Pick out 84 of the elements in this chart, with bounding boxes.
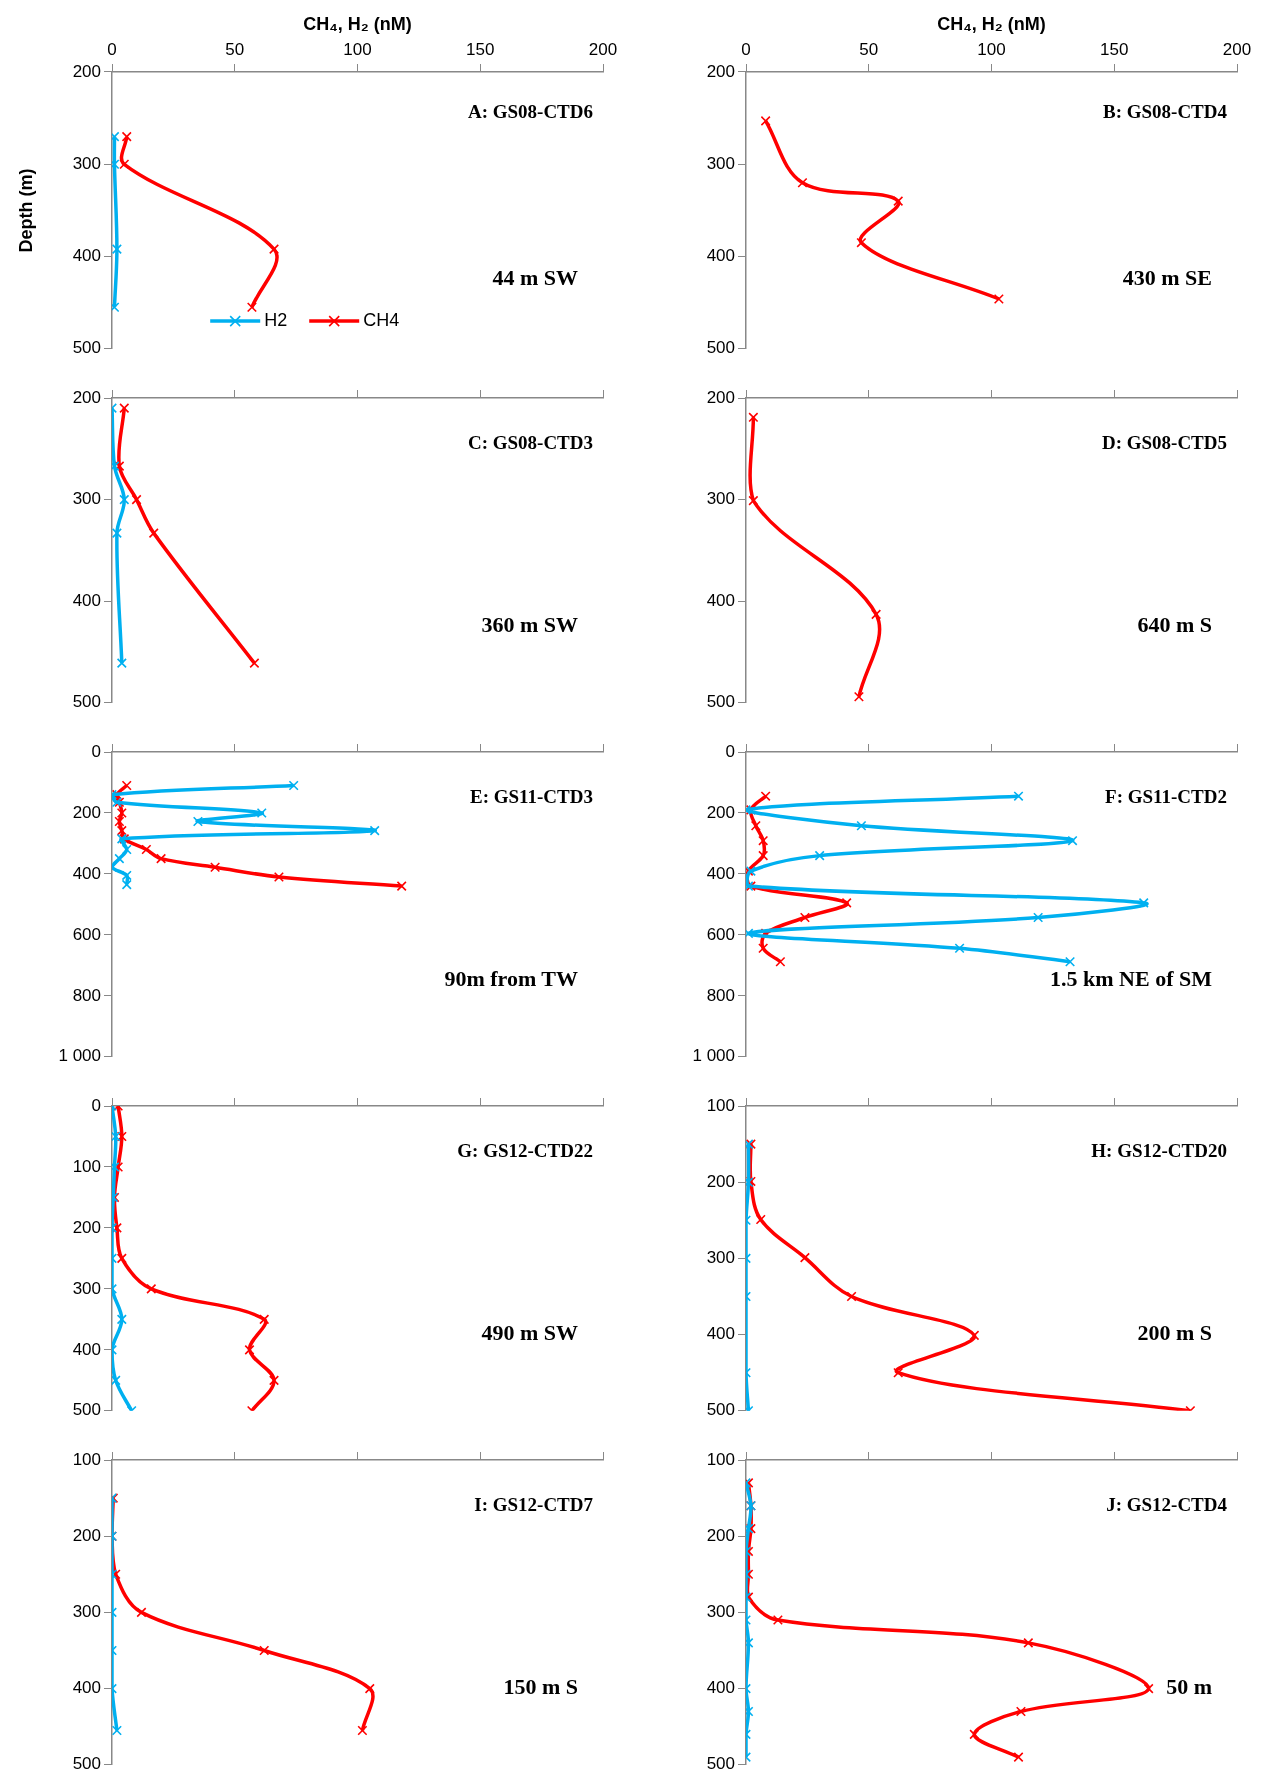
text: J: GS12-CTD4 <box>1106 1493 1228 1515</box>
y-tick-label: 0 <box>91 1095 101 1115</box>
annotation: 430 m SE <box>1122 265 1212 291</box>
y-tick-label: 500 <box>72 338 101 358</box>
text: A: GS08-CTD6 <box>467 101 593 123</box>
y-tick-label: 500 <box>706 1754 735 1774</box>
y-tick-label: 200 <box>706 1525 735 1545</box>
y-tick-label: 400 <box>706 246 735 266</box>
y-tick-label: 300 <box>706 1248 735 1268</box>
y-tick-label: 200 <box>706 1171 735 1191</box>
y-tick-label: 400 <box>706 590 735 610</box>
x-tick-label: 100 <box>343 40 372 60</box>
y-tick-label: 300 <box>706 489 735 509</box>
y-tick-label: 600 <box>72 924 101 944</box>
y-tick-label: 300 <box>72 1278 101 1298</box>
x-axis-title: CH₄, H₂ (nM) <box>937 13 1046 34</box>
annotation: 90m from TW <box>444 966 578 992</box>
annotation: 360 m SW <box>481 612 578 638</box>
text: F: GS11-CTD2 <box>1105 785 1227 807</box>
x-tick-label: 0 <box>107 40 117 60</box>
annotation: 50 m <box>1166 1674 1212 1700</box>
annotation: 1.5 km NE of SM <box>1050 966 1213 992</box>
y-tick-label: 200 <box>72 1525 101 1545</box>
y-axis-title: Depth (m) <box>15 168 36 253</box>
x-tick-label: 200 <box>1222 40 1252 60</box>
y-tick-label: 300 <box>72 1602 101 1622</box>
y-tick-label: 300 <box>72 489 101 509</box>
y-tick-label: 1 000 <box>58 1046 101 1066</box>
y-tick-label: 200 <box>72 1217 101 1237</box>
x-tick-label: 200 <box>588 40 618 60</box>
x-axis-title: CH₄, H₂ (nM) <box>303 13 412 34</box>
y-tick-label: 0 <box>91 741 101 761</box>
y-tick-label: 200 <box>706 61 735 81</box>
annotation: 490 m SW <box>481 1320 578 1346</box>
text: H: GS12-CTD20 <box>1091 1139 1227 1161</box>
y-tick-label: 500 <box>706 1400 735 1420</box>
y-tick-label: 100 <box>706 1095 735 1115</box>
y-tick-label: 300 <box>706 1602 735 1622</box>
annotation: 640 m S <box>1137 612 1212 638</box>
text: E: GS11-CTD3 <box>470 785 593 807</box>
x-tick-label: 150 <box>1100 40 1129 60</box>
y-tick-label: 400 <box>72 246 101 266</box>
y-tick-label: 200 <box>72 387 101 407</box>
y-tick-label: 400 <box>72 863 101 883</box>
x-tick-label: 100 <box>977 40 1006 60</box>
y-tick-label: 300 <box>72 153 101 173</box>
y-tick-label: 500 <box>706 692 735 712</box>
annotation: 150 m S <box>503 1674 578 1700</box>
legend-label: CH4 <box>363 310 400 331</box>
y-tick-label: 100 <box>72 1156 101 1176</box>
y-tick-label: 500 <box>72 1400 101 1420</box>
y-tick-label: 100 <box>706 1449 735 1469</box>
x-tick-label: 50 <box>225 40 245 60</box>
text: I: GS12-CTD7 <box>474 1493 594 1515</box>
y-tick-label: 0 <box>725 741 735 761</box>
y-tick-label: 200 <box>706 802 735 822</box>
y-tick-label: 500 <box>72 1754 101 1774</box>
x-tick-label: 50 <box>859 40 879 60</box>
y-tick-label: 400 <box>706 1678 735 1698</box>
annotation: 44 m SW <box>492 265 578 291</box>
y-tick-label: 400 <box>72 590 101 610</box>
y-tick-label: 400 <box>706 1324 735 1344</box>
y-tick-label: 500 <box>72 692 101 712</box>
y-tick-label: 400 <box>72 1339 101 1359</box>
y-tick-label: 800 <box>706 985 735 1005</box>
text: D: GS08-CTD5 <box>1101 431 1227 453</box>
y-tick-label: 200 <box>706 387 735 407</box>
text: G: GS12-CTD22 <box>457 1139 593 1161</box>
y-tick-label: 200 <box>72 802 101 822</box>
y-tick-label: 400 <box>72 1678 101 1698</box>
x-tick-label: 0 <box>741 40 751 60</box>
text: C: GS08-CTD3 <box>467 431 593 453</box>
text: B: GS08-CTD4 <box>1102 101 1228 123</box>
y-tick-label: 200 <box>72 61 101 81</box>
y-tick-label: 600 <box>706 924 735 944</box>
annotation: 200 m S <box>1137 1320 1212 1346</box>
x-tick-label: 150 <box>466 40 495 60</box>
y-tick-label: 100 <box>72 1449 101 1469</box>
y-tick-label: 1 000 <box>692 1046 735 1066</box>
y-tick-label: 500 <box>706 338 735 358</box>
y-tick-label: 400 <box>706 863 735 883</box>
y-tick-label: 300 <box>706 153 735 173</box>
legend-label: H2 <box>264 310 288 331</box>
y-tick-label: 800 <box>72 985 101 1005</box>
